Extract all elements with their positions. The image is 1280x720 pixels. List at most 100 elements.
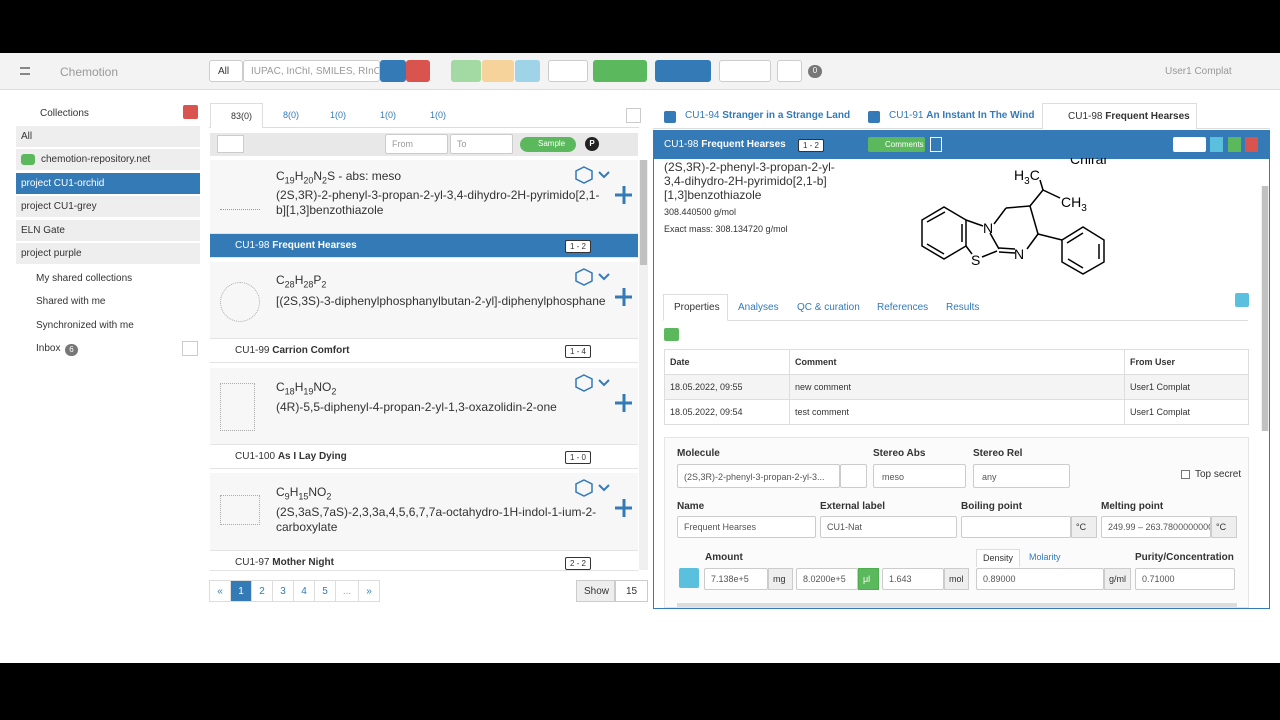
page-button[interactable]: 5: [314, 580, 336, 602]
shared-item[interactable]: Synchronized with me: [36, 320, 134, 331]
collection-item[interactable]: All: [16, 126, 200, 148]
external-label-input[interactable]: CU1-Nat: [820, 516, 957, 538]
element-tab[interactable]: 83(0): [210, 103, 263, 128]
collection-item[interactable]: chemotion-repository.net: [16, 149, 200, 171]
chevron[interactable]: [598, 484, 610, 492]
collections-settings[interactable]: [183, 105, 198, 119]
sample-header[interactable]: CU1-100 As I Lay Dying 1 - 0: [210, 445, 638, 469]
page-button[interactable]: »: [358, 580, 380, 602]
top-secret-checkbox[interactable]: [1181, 470, 1190, 479]
assign-button[interactable]: [482, 60, 514, 82]
entry-icons[interactable]: [572, 477, 632, 527]
sample-entry[interactable]: C28H28P2 [(2S,3S)-3-diphenylphosphanylbu…: [210, 262, 638, 339]
page-button[interactable]: 2: [251, 580, 273, 602]
date-from[interactable]: From: [385, 134, 448, 154]
purity-input[interactable]: 0.71000: [1135, 568, 1235, 590]
mass-input[interactable]: 7.138e+5: [704, 568, 768, 590]
density-input[interactable]: 0.89000: [976, 568, 1104, 590]
stereo-abs-select[interactable]: meso: [873, 464, 966, 488]
boiling-input[interactable]: [961, 516, 1071, 538]
molecule-select[interactable]: (2S,3R)-2-phenyl-3-propan-2-yl-3...: [677, 464, 840, 488]
menu-icon[interactable]: [20, 67, 30, 75]
entry-icons[interactable]: [572, 266, 632, 316]
print-button[interactable]: [1173, 137, 1206, 152]
sample-header[interactable]: CU1-99 Carrion Comfort 1 - 4: [210, 339, 638, 363]
section-tab[interactable]: References: [877, 302, 929, 313]
element-tab[interactable]: 1(0): [330, 110, 347, 120]
detail-tab[interactable]: CU1-94 Stranger in a Strange Land: [663, 110, 850, 121]
sample-entry[interactable]: C9H15NO2 (2S,3aS,7aS)-2,3,3a,4,5,6,7,7a-…: [210, 473, 638, 551]
edit-molecule[interactable]: [840, 464, 867, 488]
detail-tab[interactable]: CU1-91 An Instant In The Wind: [867, 110, 1034, 121]
collection-item[interactable]: project CU1-orchid: [16, 173, 200, 195]
stereo-icon[interactable]: [575, 479, 593, 497]
user-menu[interactable]: User1 Complat: [1165, 66, 1232, 77]
sample-entry[interactable]: C19H20N2S - abs: meso (2S,3R)-2-phenyl-3…: [210, 160, 638, 234]
comments-button[interactable]: Comments: [868, 137, 925, 152]
inbox-button[interactable]: [777, 60, 802, 82]
section-tab[interactable]: Properties: [663, 294, 728, 321]
comments-toggle[interactable]: [930, 137, 942, 152]
volume-input[interactable]: 8.0200e+5: [796, 568, 858, 590]
create-button[interactable]: [655, 60, 711, 82]
select-all[interactable]: [217, 135, 244, 153]
collection-item[interactable]: project purple: [16, 243, 200, 265]
toggle-badge[interactable]: P: [585, 137, 599, 151]
element-tab[interactable]: 1(0): [380, 110, 397, 120]
clear-button[interactable]: [406, 60, 430, 82]
section-tab[interactable]: Results: [946, 302, 980, 313]
fullscreen-button[interactable]: [1210, 137, 1223, 152]
drag-handle[interactable]: [615, 186, 632, 204]
scan-button[interactable]: [719, 60, 771, 82]
moles-input[interactable]: 1.643: [882, 568, 944, 590]
page-button[interactable]: ...: [335, 580, 359, 602]
drag-handle[interactable]: [615, 288, 632, 306]
sample-toggle[interactable]: Sample: [520, 137, 576, 152]
entry-icons[interactable]: [572, 164, 632, 214]
section-tab[interactable]: QC & curation: [797, 302, 860, 313]
shared-item[interactable]: Shared with me: [36, 296, 106, 307]
section-settings[interactable]: [1235, 293, 1249, 307]
stereo-icon[interactable]: [575, 166, 593, 184]
list-settings[interactable]: [626, 108, 641, 123]
sample-entry[interactable]: C18H19NO2 (4R)-5,5-diphenyl-4-propan-2-y…: [210, 368, 638, 445]
page-button[interactable]: 3: [272, 580, 294, 602]
date-to[interactable]: To: [450, 134, 513, 154]
page-button[interactable]: 4: [293, 580, 315, 602]
scope[interactable]: All: [209, 60, 243, 82]
list-scrollbar[interactable]: [639, 160, 648, 570]
drag-handle[interactable]: [615, 394, 632, 412]
shared-item[interactable]: My shared collections: [36, 273, 133, 284]
inbox[interactable]: Inbox: [36, 343, 61, 354]
collection-item[interactable]: ELN Gate: [16, 220, 200, 242]
stereo-icon[interactable]: [575, 268, 593, 286]
expand-button[interactable]: [182, 341, 198, 356]
section-tab[interactable]: Analyses: [738, 302, 779, 313]
scroll-thumb[interactable]: [1262, 186, 1268, 431]
chevron[interactable]: [598, 379, 610, 387]
name-input[interactable]: Frequent Hearses: [677, 516, 816, 538]
chevron[interactable]: [598, 273, 610, 281]
element-tab[interactable]: 8(0): [283, 110, 300, 120]
stereo-rel-select[interactable]: any: [973, 464, 1070, 488]
page-button[interactable]: 1: [230, 580, 252, 602]
panel-scrollbar[interactable]: [1261, 186, 1269, 431]
molarity-tab[interactable]: Molarity: [1029, 552, 1061, 562]
sample-header[interactable]: CU1-97 Mother Night 2 - 2: [210, 551, 638, 571]
element-tab[interactable]: 1(0): [430, 110, 447, 120]
collection-item[interactable]: project CU1-grey: [16, 196, 200, 218]
search-input[interactable]: IUPAC, InChI, SMILES, RInC: [243, 60, 380, 82]
drag-handle[interactable]: [615, 499, 632, 517]
report-button[interactable]: [593, 60, 647, 82]
share-button[interactable]: [515, 60, 540, 82]
close-button[interactable]: [1245, 137, 1258, 152]
density-tab[interactable]: Density: [976, 549, 1020, 567]
melting-input[interactable]: 249.99 – 263.7800000000: [1101, 516, 1211, 538]
stereo-icon[interactable]: [575, 374, 593, 392]
move-button[interactable]: [451, 60, 481, 82]
brand[interactable]: Chemotion: [60, 65, 119, 79]
unit[interactable]: μl: [858, 568, 879, 590]
scroll-thumb[interactable]: [640, 160, 647, 265]
chevron[interactable]: [598, 171, 610, 179]
detail-tab[interactable]: CU1-98 Frequent Hearses: [1042, 103, 1197, 129]
